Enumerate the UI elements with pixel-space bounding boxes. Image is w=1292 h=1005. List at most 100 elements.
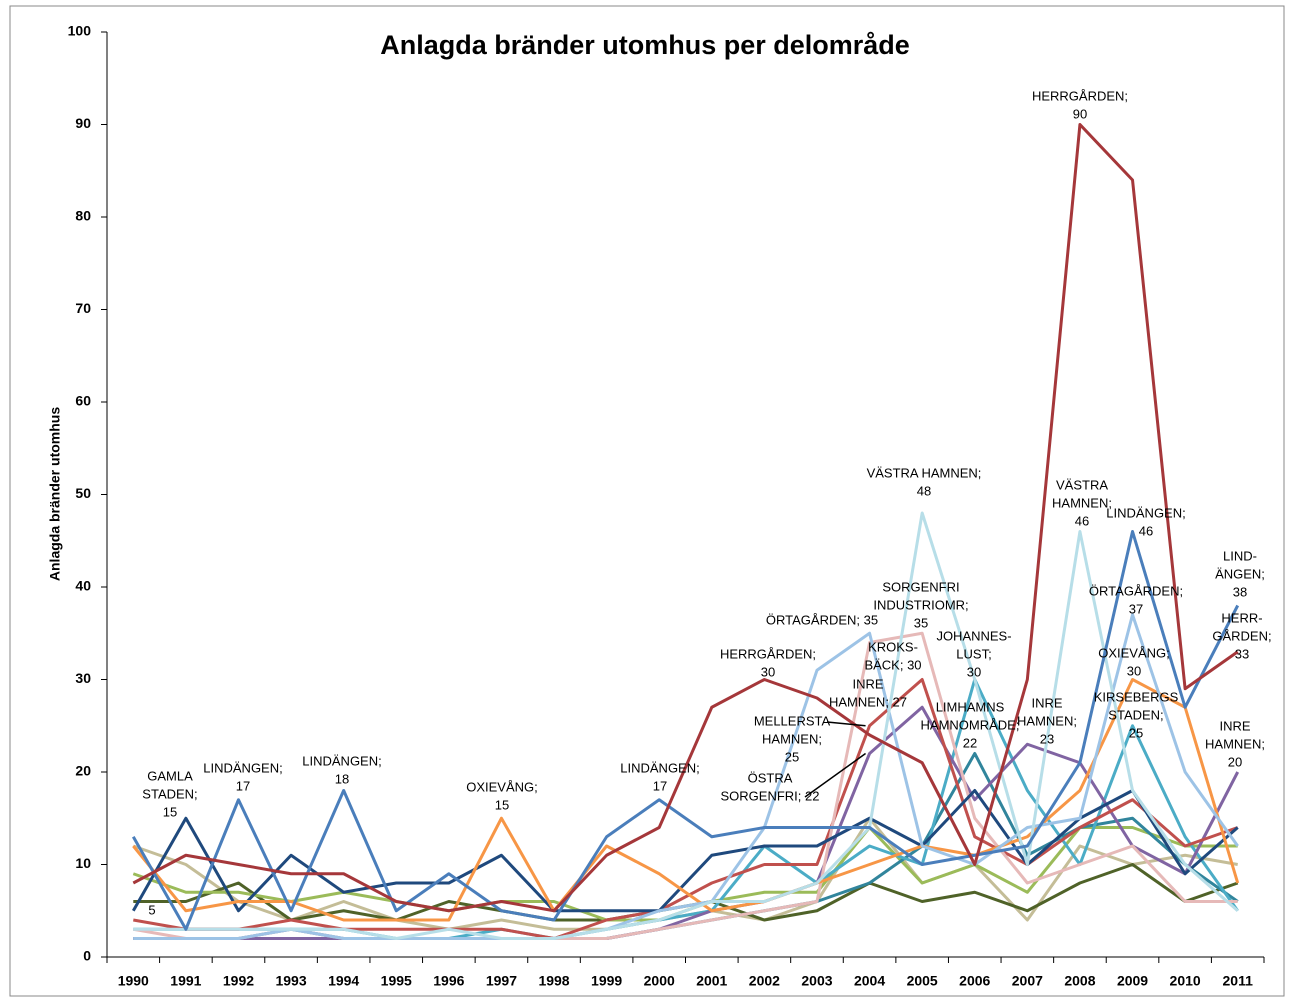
data-label: SORGENFRI; 22 [721, 788, 820, 803]
series-line [132, 123, 1239, 913]
data-label: LIMHAMNS [936, 699, 1005, 714]
y-tick-label: 40 [75, 578, 91, 594]
data-label: BÄCK; 30 [864, 657, 921, 672]
data-label: 25 [1129, 725, 1143, 740]
x-tick-label: 2004 [854, 973, 885, 989]
x-tick-label: 2000 [644, 973, 675, 989]
data-label: HAMNEN; [1205, 736, 1265, 751]
x-tick-label: 1996 [433, 973, 464, 989]
data-label: 37 [1129, 601, 1143, 616]
data-label: HERRGÅRDEN; [1032, 88, 1128, 103]
x-tick-label: 1997 [486, 973, 517, 989]
x-tick-label: 2001 [696, 973, 727, 989]
data-label: LINDÄNGEN; [620, 760, 699, 775]
data-label: JOHANNES- [936, 628, 1011, 643]
y-tick-label: 70 [75, 300, 91, 316]
data-label: LINDÄNGEN; [302, 753, 381, 768]
data-label: KROKS- [868, 639, 918, 654]
data-label: HAMNOMRÅDE; [921, 717, 1020, 732]
x-tick-label: 2011 [1223, 973, 1254, 989]
x-tick-label: 2007 [1012, 973, 1043, 989]
data-label: INRE [1031, 695, 1062, 710]
y-tick-label: 10 [75, 855, 91, 871]
data-label: 5 [148, 902, 155, 917]
data-label: 33 [1235, 646, 1249, 661]
data-label: 46 [1139, 523, 1153, 538]
data-label: HAMNEN; 27 [829, 694, 907, 709]
x-tick-label: 2009 [1117, 973, 1148, 989]
data-label: GÅRDEN; [1212, 628, 1271, 643]
data-label: HERR- [1221, 610, 1262, 625]
data-label: KIRSEBERGS [1094, 689, 1179, 704]
series-line [131, 530, 1240, 931]
series-line [133, 705, 1240, 940]
data-label: 17 [236, 778, 250, 793]
data-label: INDUSTRIOMR; [873, 597, 968, 612]
data-label: LUST; [956, 646, 991, 661]
data-label: 48 [917, 483, 931, 498]
data-label: 18 [335, 771, 349, 786]
data-label: ÄNGEN; [1215, 566, 1265, 581]
data-label: HAMNEN; [762, 731, 822, 746]
data-label: 30 [967, 664, 981, 679]
series-line [133, 678, 1239, 940]
x-tick-label: 2010 [1170, 973, 1201, 989]
data-label: INRE [852, 676, 883, 691]
data-label: 30 [1127, 663, 1141, 678]
y-tick-label: 100 [68, 23, 92, 39]
data-label: 15 [495, 797, 509, 812]
data-label: 35 [914, 615, 928, 630]
data-label: STADEN; [1108, 707, 1163, 722]
data-label: 30 [761, 664, 775, 679]
x-tick-label: 1990 [118, 973, 149, 989]
label-arrow [826, 721, 866, 727]
data-label: LINDÄNGEN; [203, 760, 282, 775]
data-label: STADEN; [142, 786, 197, 801]
data-label: 25 [785, 749, 799, 764]
series-line [132, 678, 1240, 922]
x-tick-label: 2005 [907, 973, 938, 989]
x-tick-label: 2002 [749, 973, 780, 989]
data-label: 15 [163, 804, 177, 819]
series-line [133, 511, 1239, 940]
chart-title: Anlagda bränder utomhus per delområde [380, 30, 910, 60]
data-label: HAMNEN; [1052, 495, 1112, 510]
data-label: 20 [1228, 754, 1242, 769]
data-label: 90 [1073, 106, 1087, 121]
data-label: 17 [653, 778, 667, 793]
data-label: VÄSTRA [1056, 477, 1108, 492]
data-label: GAMLA [147, 768, 193, 783]
data-label: SORGENFRI [882, 579, 959, 594]
x-tick-label: 1998 [538, 973, 569, 989]
data-label: OXIEVÅNG; [466, 779, 538, 794]
data-label: 46 [1075, 513, 1089, 528]
x-tick-label: 1992 [223, 973, 254, 989]
data-label: INRE [1219, 718, 1250, 733]
data-label: LINDÄNGEN; [1106, 505, 1185, 520]
data-label: 38 [1233, 584, 1247, 599]
data-label: VÄSTRA HAMNEN; [867, 465, 982, 480]
y-tick-label: 50 [75, 485, 91, 501]
data-label: MELLERSTA [754, 713, 831, 728]
data-label: ÖSTRA [748, 770, 793, 785]
label-arrow [804, 752, 867, 798]
data-label: 22 [963, 735, 977, 750]
data-label: HERRGÅRDEN; [720, 646, 816, 661]
data-label: ÖRTAGÅRDEN; 35 [766, 612, 878, 627]
y-tick-label: 80 [75, 208, 91, 224]
y-axis-label: Anlagda bränder utomhus [47, 407, 63, 581]
y-tick-label: 60 [75, 393, 91, 409]
series-line [133, 613, 1239, 940]
y-tick-label: 90 [75, 115, 91, 131]
data-label: ÖRTAGÅRDEN; [1089, 583, 1183, 598]
x-tick-label: 1991 [170, 973, 201, 989]
x-tick-label: 2008 [1064, 973, 1095, 989]
data-label: LIND- [1223, 548, 1257, 563]
data-label: 23 [1040, 731, 1054, 746]
y-tick-label: 30 [75, 670, 91, 686]
x-tick-label: 2003 [801, 973, 832, 989]
x-tick-label: 1994 [328, 973, 359, 989]
x-tick-label: 1993 [275, 973, 306, 989]
x-tick-label: 1995 [381, 973, 412, 989]
